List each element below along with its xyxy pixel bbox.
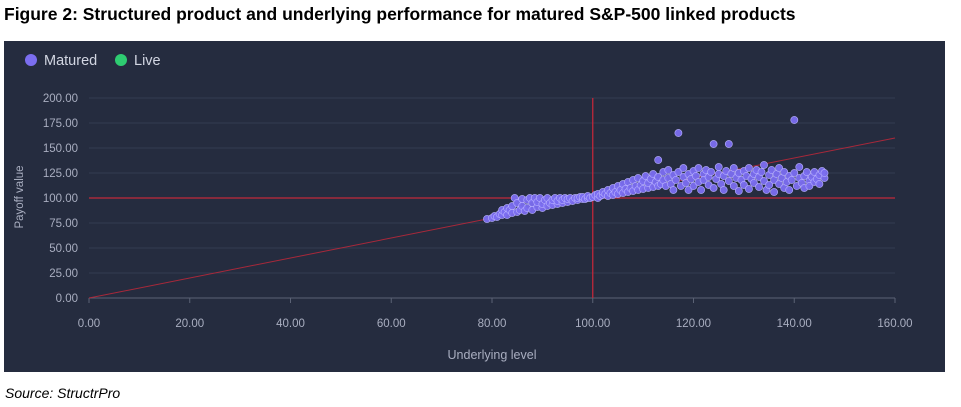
x-tick-label: 40.00 xyxy=(276,318,305,330)
x-tick-label: 20.00 xyxy=(175,318,204,330)
y-tick-label: 75.00 xyxy=(49,218,78,230)
matured-point xyxy=(734,187,743,195)
legend-item-matured[interactable]: Matured xyxy=(25,53,97,69)
matured-point xyxy=(795,163,804,171)
matured-point xyxy=(802,168,811,176)
matured-point xyxy=(709,140,718,148)
y-tick-label: 125.00 xyxy=(43,168,78,180)
matured-point xyxy=(770,188,778,196)
legend-item-live[interactable]: Live xyxy=(115,53,161,69)
legend-label-matured: Matured xyxy=(44,53,97,69)
x-tick-label: 100.00 xyxy=(575,318,610,330)
matured-points xyxy=(483,116,829,223)
matured-point xyxy=(790,169,799,177)
matured-point xyxy=(654,156,663,164)
matured-point xyxy=(669,186,678,194)
y-tick-label: 100.00 xyxy=(43,193,78,205)
matured-point xyxy=(760,177,768,185)
matured-point xyxy=(820,169,829,177)
legend-swatch-matured xyxy=(25,54,37,66)
matured-point xyxy=(724,177,733,185)
legend-swatch-live xyxy=(115,54,127,66)
grid-lines xyxy=(89,97,895,274)
x-tick-label: 140.00 xyxy=(777,318,812,330)
matured-point xyxy=(664,166,673,174)
legend-label-live: Live xyxy=(134,53,161,69)
legend: Matured Live xyxy=(25,53,161,69)
matured-point xyxy=(729,182,738,190)
matured-point xyxy=(697,186,705,194)
x-tick-label: 80.00 xyxy=(478,318,507,330)
source-note: Source: StructrPro xyxy=(5,385,121,401)
y-axis-title: Payoff value xyxy=(14,165,26,228)
matured-point xyxy=(790,116,799,124)
matured-point xyxy=(719,186,728,194)
y-tick-label: 200.00 xyxy=(43,93,78,105)
matured-point xyxy=(745,185,753,193)
y-tick-label: 50.00 xyxy=(49,243,78,255)
x-tick-labels: 0.00 20.00 40.00 60.00 80.00 100.00 120.00 140.… xyxy=(78,298,913,330)
matured-point xyxy=(755,183,763,191)
matured-point xyxy=(674,129,683,137)
chart-panel: 0.00 25.00 50.00 75.00 100.00 125.00 150.00 175… xyxy=(4,41,945,372)
matured-point xyxy=(760,161,768,169)
y-tick-label: 175.00 xyxy=(43,118,78,130)
scatter-chart: 0.00 25.00 50.00 75.00 100.00 125.00 150.00 175… xyxy=(14,53,913,362)
matured-point xyxy=(745,164,753,172)
matured-point xyxy=(707,168,715,176)
x-tick-label: 60.00 xyxy=(377,318,406,330)
matured-point xyxy=(679,164,688,172)
figure-title: Figure 2: Structured product and underly… xyxy=(4,4,796,24)
matured-point xyxy=(714,163,723,171)
matured-point xyxy=(682,179,690,187)
y-tick-label: 0.00 xyxy=(56,293,78,305)
matured-point xyxy=(750,179,758,187)
x-tick-label: 0.00 xyxy=(78,318,100,330)
matured-point xyxy=(775,164,783,172)
matured-point xyxy=(785,186,794,194)
matured-point xyxy=(765,181,773,189)
matured-point xyxy=(694,164,703,172)
matured-point xyxy=(729,164,738,172)
x-tick-label: 160.00 xyxy=(877,318,912,330)
y-tick-labels: 0.00 25.00 50.00 75.00 100.00 125.00 150.00 175… xyxy=(43,93,78,305)
matured-point xyxy=(787,176,796,184)
x-axis-title: Underlying level xyxy=(448,348,537,362)
matured-point xyxy=(709,184,718,192)
matured-point xyxy=(724,140,733,148)
matured-point xyxy=(815,180,824,188)
matured-point xyxy=(672,176,680,184)
x-tick-label: 120.00 xyxy=(676,318,711,330)
y-tick-label: 150.00 xyxy=(43,143,78,155)
matured-point xyxy=(757,168,766,176)
y-tick-label: 25.00 xyxy=(49,268,78,280)
